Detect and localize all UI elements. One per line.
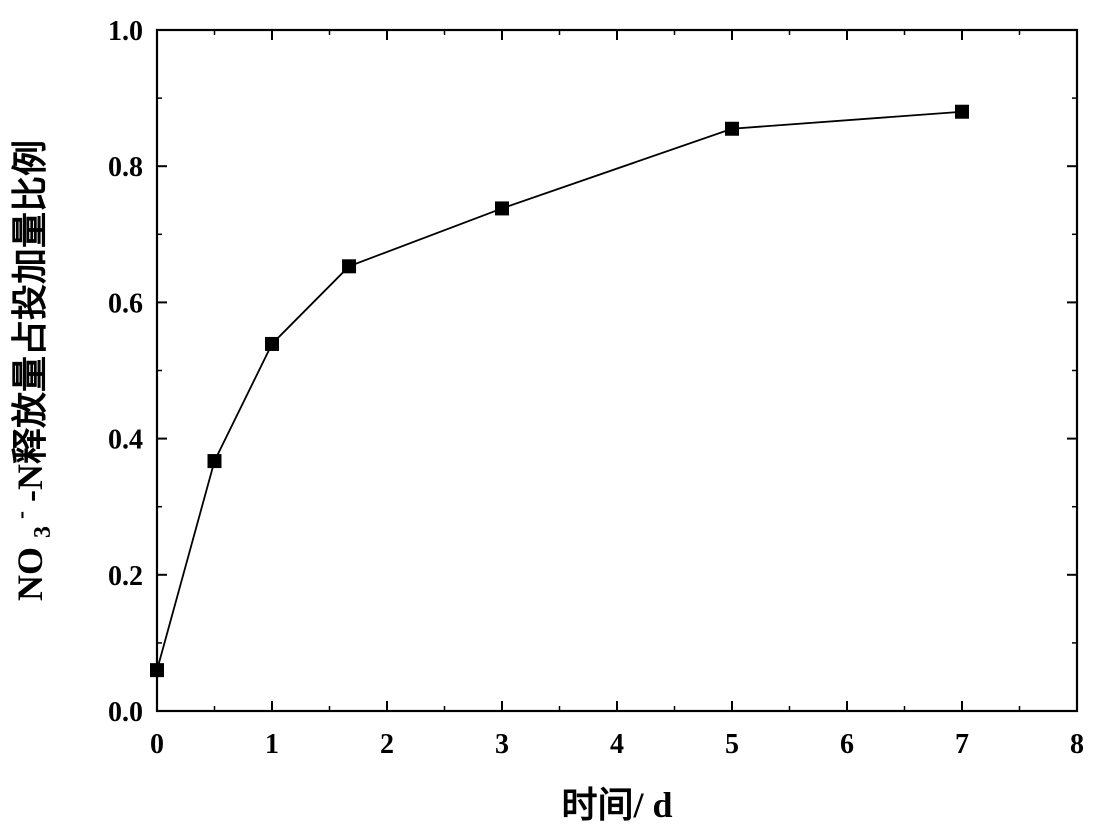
x-tick-label: 6: [840, 729, 854, 760]
y-axis-title-subscript: 3: [30, 526, 56, 538]
x-tick-label: 7: [955, 729, 969, 760]
data-series: [150, 104, 969, 678]
plot-frame: [155, 28, 1079, 713]
y-axis-title-superscript: -: [8, 511, 34, 519]
data-point-marker: [207, 454, 222, 469]
x-tick-label: 8: [1070, 729, 1084, 760]
series-line: [156, 110, 963, 671]
data-point-marker: [495, 201, 509, 216]
y-tick-label: 0.2: [108, 561, 143, 592]
axes: [155, 28, 1079, 713]
axis-titles: 时间/ d NO 3 - -N释放量占投加量比例: [0, 140, 673, 825]
x-tick-label: 5: [725, 729, 739, 760]
y-axis-title: NO 3 - -N释放量占投加量比例: [0, 140, 58, 601]
y-tick-label: 0.4: [108, 425, 143, 456]
y-axis-title-part1: NO: [10, 547, 50, 601]
data-point-marker: [725, 121, 739, 136]
data-point-marker: [955, 104, 969, 119]
x-tick-label: 3: [495, 729, 509, 760]
tick-marks: [156, 29, 1078, 712]
y-tick-label: 0.0: [108, 697, 143, 728]
data-point-marker: [342, 259, 357, 274]
y-tick-label: 0.6: [108, 288, 143, 319]
y-axis-title-part2: -N释放量占投加量比例: [10, 140, 50, 502]
x-tick-label: 4: [610, 729, 624, 760]
data-point-marker: [150, 663, 164, 678]
x-axis-title: 时间/ d: [561, 785, 672, 825]
y-tick-label: 1.0: [108, 16, 143, 47]
y-tick-label: 0.8: [108, 152, 143, 183]
x-tick-label: 1: [265, 729, 279, 760]
tick-labels: 0 1 2 3 4 5 6 7 8 0.0 0.2 0.4 0.6 0.8 1.0: [108, 16, 1084, 760]
x-tick-label: 2: [380, 729, 394, 760]
data-point-marker: [265, 336, 279, 351]
x-tick-label: 0: [150, 729, 164, 760]
